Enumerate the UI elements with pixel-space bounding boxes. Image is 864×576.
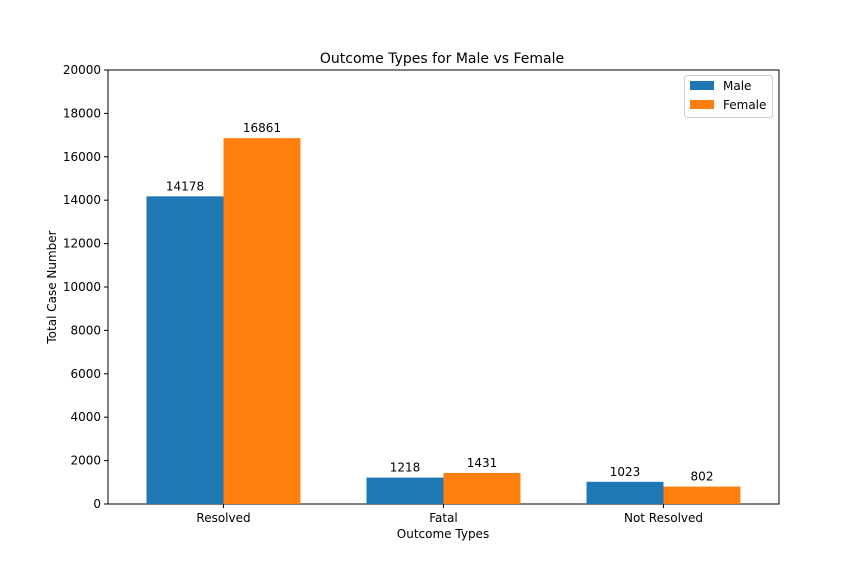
x-axis-label: Outcome Types [397,527,489,541]
bars-layer [146,138,741,504]
legend-swatch-female [690,100,714,109]
data-label-female-resolved: 16861 [243,121,281,135]
chart-title: Outcome Types for Male vs Female [320,51,564,67]
y-tick-label-16000: 16000 [63,150,101,164]
y-tick-label-14000: 14000 [63,193,101,207]
y-tick-label-2000: 2000 [70,454,101,468]
bar-female-not-resolved [663,486,741,504]
x-tick-label-fatal: Fatal [429,511,458,525]
data-label-male-fatal: 1218 [390,461,421,475]
data-labels-layer: 14178 1218 1023 16861 1431 802 [166,121,714,483]
plot-area: 14178 1218 1023 16861 1431 802 Resolved Fatal N… [63,63,780,525]
y-axis-label: Total Case Number [45,230,59,344]
legend-swatch-male [690,81,714,90]
y-tick-label-8000: 8000 [70,323,101,337]
legend: Male Female [684,75,773,118]
legend-label-male: Male [723,79,751,93]
x-tick-label-not-resolved: Not Resolved [624,511,703,525]
bar-female-resolved [223,138,301,504]
y-tick-label-4000: 4000 [70,410,101,424]
y-tick-label-20000: 20000 [63,63,101,77]
data-label-female-not-resolved: 802 [691,470,714,484]
y-tick-label-18000: 18000 [63,106,101,120]
bar-male-not-resolved [586,481,664,504]
y-tick-label-6000: 6000 [70,367,101,381]
legend-label-female: Female [723,98,766,112]
y-tick-label-0: 0 [93,497,101,511]
bar-female-fatal [443,472,521,504]
data-label-female-fatal: 1431 [467,456,498,470]
x-axis-ticks: Resolved Fatal Not Resolved [196,504,703,525]
y-tick-label-12000: 12000 [63,237,101,251]
y-tick-label-10000: 10000 [63,280,101,294]
bar-male-fatal [366,477,444,504]
y-axis-ticks: 0 2000 4000 6000 8000 10000 12000 14000 16000 180… [63,63,108,511]
bar-male-resolved [146,196,224,504]
data-label-male-not-resolved: 1023 [610,465,641,479]
data-label-male-resolved: 14178 [166,179,204,193]
x-tick-label-resolved: Resolved [196,511,250,525]
